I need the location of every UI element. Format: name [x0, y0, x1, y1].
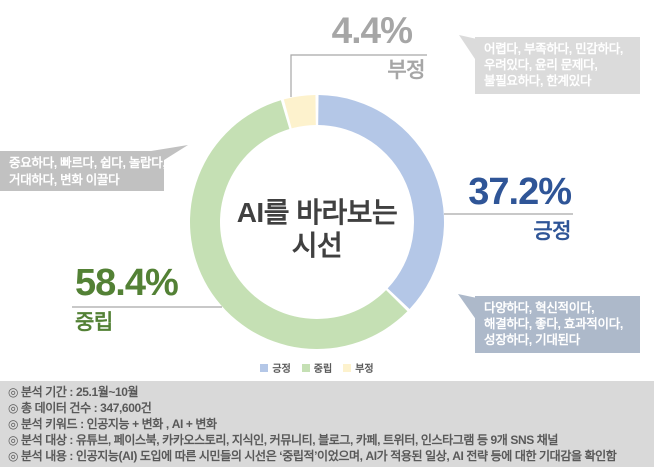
chart-title-line2: 시선: [291, 230, 343, 261]
negative-label: 부정: [387, 59, 425, 82]
positive-percentage: 37.2%: [468, 171, 572, 213]
donut-segment-negative: [283, 95, 316, 129]
donut-segment-neutral: [190, 100, 408, 349]
neutral-keywords-line1: 중요하다, 빠르다, 쉽다, 놀랍다,: [9, 156, 166, 170]
positive-keywords-callout: 다양하다, 혁신적이다, 해결하다, 좋다, 효과적이다, 성장하다, 기대된다: [475, 296, 640, 353]
legend-swatch-neutral: [301, 363, 310, 372]
neutral-label: 중립: [75, 311, 113, 334]
negative-keywords-line1: 어렵다, 부족하다, 민감하다,: [484, 42, 624, 56]
analysis-data-count: ◎ 총 데이터 건수 : 347,600건: [8, 400, 152, 415]
positive-keywords-line2: 해결하다, 좋다, 효과적이다,: [484, 317, 624, 331]
neutral-keywords-line2: 거대하다, 변화 이끌다: [9, 172, 120, 187]
neutral-percentage: 58.4%: [75, 262, 179, 304]
analysis-summary: ◎ 분석 내용 : 인공지능(AI) 도입에 따른 시민들의 시선은 ‘중립적’…: [8, 448, 617, 463]
neutral-keywords-callout: 중요하다, 빠르다, 쉽다, 놀랍다, 거대하다, 변화 이끌다: [0, 151, 166, 191]
analysis-targets: ◎ 분석 대상 : 유튜브, 페이스북, 카카오스토리, 지식인, 커뮤니티, …: [8, 432, 559, 447]
negative-keywords-line3: 불필요하다, 한계있다: [484, 74, 592, 88]
positive-label: 긍정: [533, 220, 571, 243]
legend-label-positive: 긍정: [272, 364, 291, 375]
legend-item-neutral: 중립: [301, 360, 333, 375]
legend-label-neutral: 중립: [313, 364, 333, 375]
negative-keywords-line2: 우려있다, 윤리 문제다,: [484, 58, 598, 72]
legend-label-negative: 부정: [355, 364, 374, 375]
legend-item-positive: 긍정: [260, 360, 291, 375]
chart-legend: 긍정 중립 부정: [187, 360, 447, 375]
negative-percentage: 4.4%: [331, 10, 413, 51]
positive-keywords-line1: 다양하다, 혁신적이다,: [484, 301, 595, 315]
negative-keywords-callout: 어렵다, 부족하다, 민감하다, 우려있다, 윤리 문제다, 불필요하다, 한계…: [475, 37, 640, 94]
chart-title: AI를 바라보는 시선: [217, 196, 417, 262]
legend-item-negative: 부정: [343, 360, 374, 375]
legend-swatch-positive: [260, 363, 269, 372]
analysis-keywords: ◎ 분석 키워드 : 인공지능 + 변화 , AI + 변화: [8, 416, 217, 431]
donut-chart: [190, 95, 444, 349]
chart-title-line1: AI를 바라보는: [236, 197, 398, 228]
analysis-period: ◎ 분석 기간 : 25.1월~10월: [8, 385, 139, 399]
donut-segment-positive: [318, 95, 444, 309]
positive-keywords-line3: 성장하다, 기대된다: [484, 333, 580, 347]
analysis-info-panel: ◎ 분석 기간 : 25.1월~10월 ◎ 총 데이터 건수 : 347,600…: [0, 381, 654, 467]
legend-swatch-negative: [343, 363, 352, 372]
